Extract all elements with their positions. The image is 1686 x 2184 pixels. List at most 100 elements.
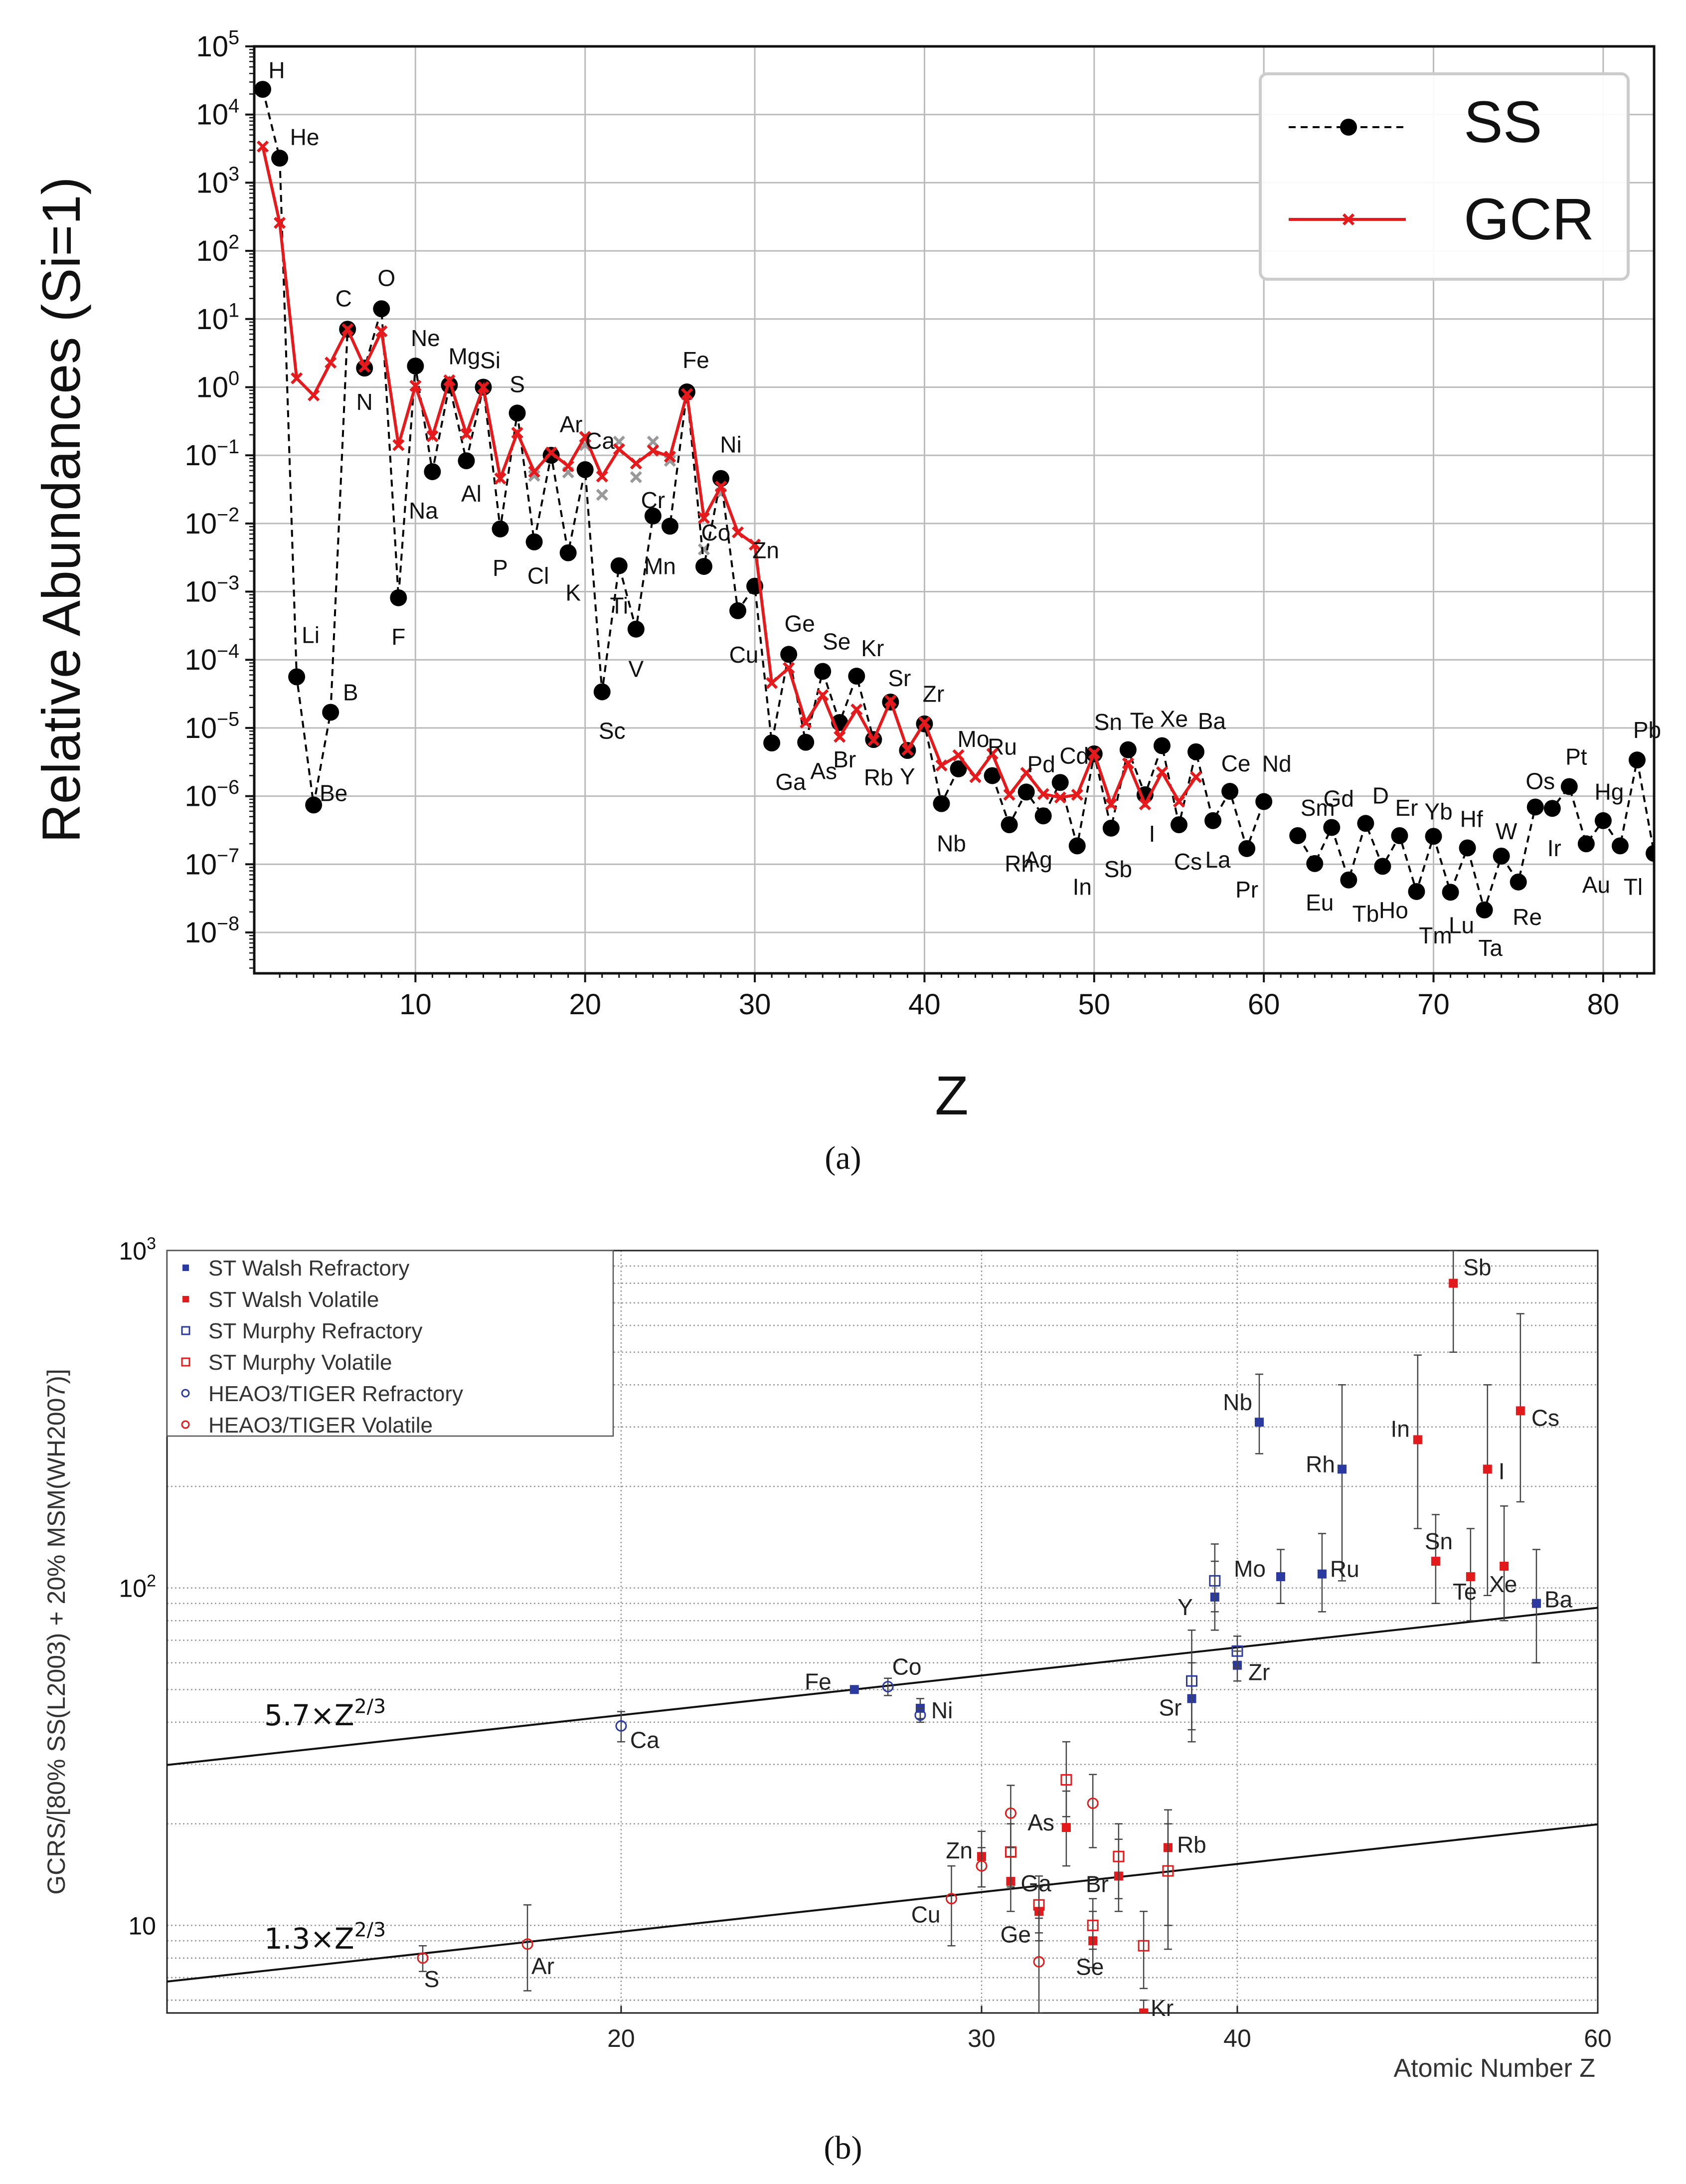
element-label: Be bbox=[320, 780, 347, 806]
y-tick-label: 100 bbox=[196, 367, 239, 403]
element-label: Cd bbox=[1059, 742, 1089, 768]
point-label: Se bbox=[1076, 1954, 1104, 1980]
element-label: Br bbox=[833, 746, 856, 772]
ss-marker bbox=[1170, 816, 1187, 834]
data-point bbox=[1113, 1850, 1125, 1862]
legend-marker bbox=[181, 1326, 190, 1335]
element-label: Sc bbox=[599, 718, 626, 743]
gcr-marker bbox=[697, 512, 710, 525]
point-label: Rh bbox=[1306, 1451, 1335, 1477]
gcr-marker bbox=[748, 539, 761, 551]
ss-marker bbox=[508, 404, 526, 422]
point-label: Ge bbox=[1001, 1921, 1031, 1947]
legend-marker bbox=[181, 1420, 190, 1429]
y-tick-label: 105 bbox=[196, 27, 239, 63]
element-label: Cl bbox=[527, 563, 549, 589]
legend-label: HEAO3/TIGER Volatile bbox=[208, 1413, 433, 1438]
point-label: Ru bbox=[1330, 1556, 1359, 1582]
element-label: Se bbox=[823, 628, 850, 654]
point-label: In bbox=[1390, 1416, 1409, 1442]
legend-ss-label: SS bbox=[1464, 89, 1542, 155]
gcr-marker bbox=[1122, 757, 1134, 770]
element-label: Pr bbox=[1235, 877, 1258, 903]
point-label: Ni bbox=[931, 1697, 953, 1723]
element-label: Pb bbox=[1633, 717, 1661, 743]
element-label: Ho bbox=[1379, 897, 1408, 923]
ss-marker bbox=[1577, 835, 1595, 853]
data-point bbox=[946, 1893, 958, 1905]
data-point bbox=[1254, 1418, 1264, 1427]
data-point bbox=[1060, 1774, 1072, 1786]
element-label: Na bbox=[409, 498, 438, 524]
gcr-marker bbox=[596, 470, 608, 483]
element-label: Ta bbox=[1478, 935, 1503, 961]
ss-marker bbox=[1204, 812, 1222, 829]
ss-marker bbox=[525, 533, 543, 550]
element-label: Ir bbox=[1547, 835, 1561, 861]
element-label: Si bbox=[480, 347, 501, 373]
point-label: Fe bbox=[805, 1668, 832, 1694]
point-label: Cs bbox=[1531, 1405, 1559, 1431]
x-tick-label: 20 bbox=[607, 2024, 635, 2052]
ss-marker bbox=[593, 683, 611, 701]
gcr-marker bbox=[1173, 795, 1185, 808]
data-point bbox=[1516, 1406, 1525, 1416]
gcr-marker bbox=[1020, 767, 1032, 779]
element-label: Tm bbox=[1419, 922, 1452, 948]
ss-marker bbox=[933, 795, 950, 812]
ss-marker bbox=[1221, 783, 1239, 800]
element-label: Ne bbox=[411, 325, 440, 351]
element-label: Mn bbox=[644, 553, 676, 579]
element-label: N bbox=[356, 389, 373, 415]
data-point bbox=[1061, 1823, 1071, 1832]
data-point bbox=[976, 1860, 988, 1872]
element-label: Ca bbox=[585, 428, 615, 454]
y-tick-label: 10−6 bbox=[185, 776, 239, 812]
ss-marker bbox=[848, 668, 865, 685]
ss-marker bbox=[559, 544, 577, 561]
data-point bbox=[1276, 1572, 1285, 1582]
data-point bbox=[1087, 1798, 1099, 1810]
ss-marker bbox=[288, 668, 306, 686]
ss-marker bbox=[1628, 751, 1646, 769]
element-label: I bbox=[1149, 821, 1156, 847]
gcr-marker bbox=[426, 430, 439, 442]
gcr-alt-marker bbox=[596, 489, 608, 501]
ss-marker bbox=[627, 620, 645, 638]
element-label: Nd bbox=[1262, 751, 1292, 777]
legend-ss-marker bbox=[1340, 119, 1357, 136]
ss-marker bbox=[1442, 884, 1459, 901]
ss-marker bbox=[1102, 819, 1120, 837]
point-label: Co bbox=[892, 1654, 922, 1680]
y-tick-label: 10−3 bbox=[185, 572, 239, 608]
gcr-marker bbox=[969, 771, 982, 783]
y-tick-label: 103 bbox=[119, 1234, 156, 1265]
element-label: K bbox=[565, 580, 581, 606]
gcr-marker bbox=[290, 372, 303, 384]
element-label: Cs bbox=[1174, 849, 1202, 875]
point-label: I bbox=[1499, 1458, 1505, 1484]
element-label: Ga bbox=[775, 769, 806, 795]
legend-marker bbox=[182, 1265, 189, 1271]
element-label: He bbox=[290, 124, 320, 150]
x-tick-label: 60 bbox=[1584, 2024, 1612, 2052]
legend-box bbox=[166, 1250, 614, 1437]
data-point bbox=[1005, 1807, 1016, 1819]
gcr-marker bbox=[986, 747, 999, 760]
plot-frame bbox=[166, 1250, 1599, 2014]
x-tick-label: 40 bbox=[1223, 2024, 1251, 2052]
element-label: Lu bbox=[1449, 912, 1474, 938]
element-label: Sr bbox=[888, 665, 911, 691]
gcr-marker bbox=[783, 662, 795, 674]
element-label: Mo bbox=[958, 726, 990, 752]
element-label: Al bbox=[461, 481, 482, 507]
gcr-marker bbox=[494, 472, 506, 485]
element-label: Zr bbox=[923, 681, 944, 707]
ss-marker bbox=[373, 300, 390, 318]
y-tick-label: 10−8 bbox=[185, 913, 239, 949]
plot-area bbox=[167, 1251, 1598, 2013]
data-point bbox=[1413, 1435, 1422, 1445]
gcr-marker bbox=[273, 216, 286, 229]
element-label: O bbox=[377, 265, 395, 291]
